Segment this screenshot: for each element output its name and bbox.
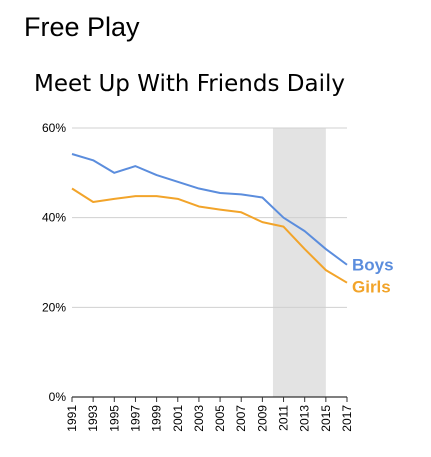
x-tick-label: 2017	[340, 405, 354, 432]
x-tick-label: 1991	[65, 405, 79, 432]
x-tick-label: 2003	[192, 405, 206, 432]
page-title: Free Play	[24, 12, 140, 42]
y-tick-label: 40%	[42, 211, 66, 225]
x-tick-label: 2013	[298, 405, 312, 432]
x-tick-label: 2009	[255, 405, 269, 432]
x-tick-label: 1999	[150, 405, 164, 432]
x-tick-label: 1993	[86, 405, 100, 432]
x-tick-label: 2001	[171, 405, 185, 432]
y-tick-label: 0%	[49, 390, 67, 404]
x-tick-label: 2015	[319, 405, 333, 432]
x-tick-label: 1997	[128, 405, 142, 432]
y-tick-label: 60%	[42, 121, 66, 135]
series-line-boys	[71, 153, 348, 266]
chart-title: Meet Up With Friends Daily	[34, 71, 345, 97]
series-label-girls: Girls	[352, 278, 391, 297]
series-line-girls	[71, 187, 348, 284]
x-tick-label: 2005	[213, 405, 227, 432]
series-label-boys: Boys	[352, 256, 394, 275]
y-tick-label: 20%	[42, 300, 66, 314]
x-tick-label: 2007	[234, 405, 248, 432]
x-tick-label: 1995	[107, 405, 121, 432]
x-tick-label: 2011	[277, 405, 291, 431]
